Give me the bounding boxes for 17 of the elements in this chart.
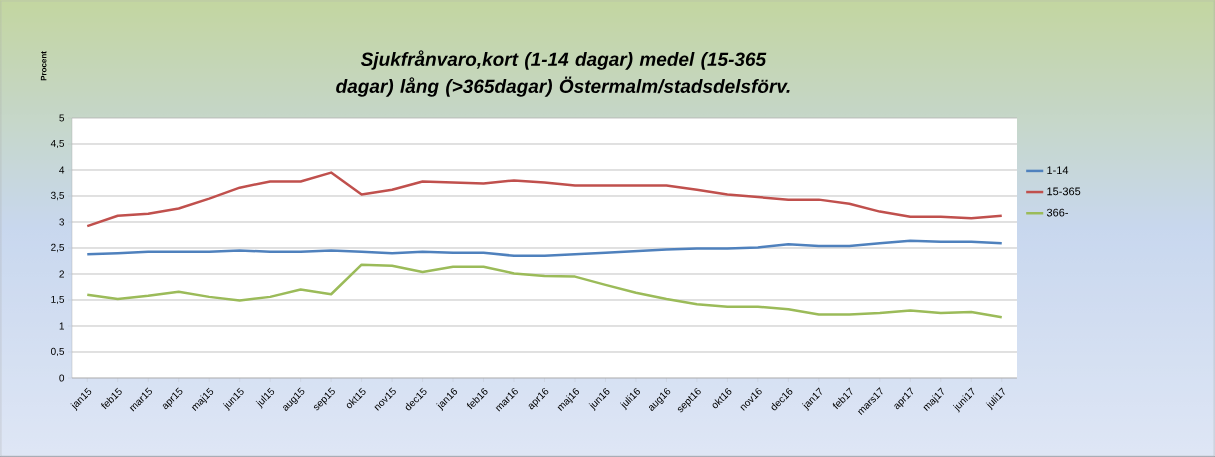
y-tick-label: 3,5 — [50, 191, 65, 201]
y-tick-label: 3 — [59, 218, 65, 226]
legend-label: 15-365 — [1047, 187, 1081, 196]
chart-title: Sjukfrånvaro,kort (1-14 dagar) medel (15-365 dagar) lång (>365dagar) Östermalm/stadsdelsförv. — [336, 50, 790, 97]
y-tick-label: 2,5 — [51, 243, 65, 253]
y-axis-title: Procent — [40, 51, 47, 81]
y-tick-label: 1 — [59, 322, 64, 330]
line-series — [86, 263, 1004, 319]
legend-label: 1-14 — [1047, 166, 1069, 174]
y-tick-label: 1,5 — [51, 295, 65, 305]
y-tick-label: 0,5 — [50, 347, 65, 357]
legend-label: 366- — [1046, 208, 1069, 217]
y-tick-label: 0 — [59, 374, 65, 382]
y-tick-label: 2 — [59, 270, 64, 278]
y-tick-label: 4,5 — [50, 139, 65, 149]
y-tick-label: 4 — [59, 166, 65, 174]
y-tick-label: 5 — [59, 114, 65, 122]
